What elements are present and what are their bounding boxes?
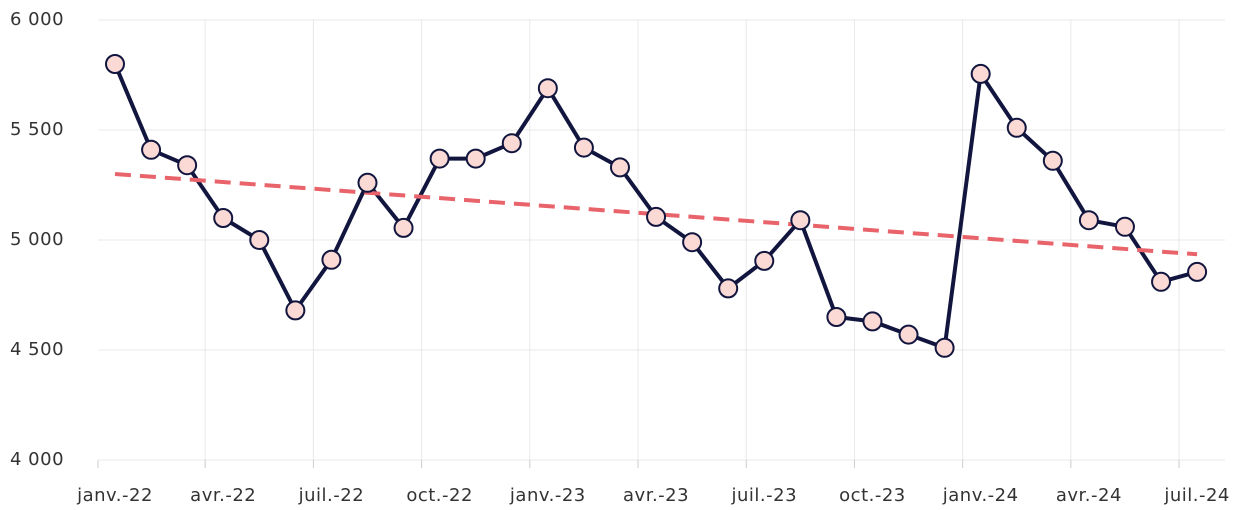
- x-tick-label: avr.-24: [1056, 485, 1122, 506]
- series-line: [113, 63, 1198, 350]
- x-tick-label: janv.-22: [76, 485, 153, 506]
- marker: [249, 230, 270, 250]
- x-tick-label: juil.-24: [1163, 485, 1230, 506]
- x-tick-label: juil.-23: [730, 485, 797, 506]
- x-tick-label: janv.-23: [509, 485, 586, 506]
- marker: [826, 307, 847, 327]
- marker: [1006, 117, 1027, 138]
- x-tick-label: janv.-24: [942, 485, 1019, 506]
- marker: [393, 217, 414, 238]
- marker: [285, 300, 306, 321]
- marker: [898, 324, 919, 345]
- marker: [1078, 210, 1099, 231]
- marker: [1187, 261, 1208, 282]
- marker: [429, 148, 450, 169]
- x-tick-label: avr.-22: [190, 485, 256, 506]
- marker: [754, 250, 775, 271]
- marker: [934, 337, 955, 358]
- x-tick-label: oct.-23: [839, 485, 906, 506]
- marker: [141, 139, 162, 160]
- marker: [1114, 216, 1135, 237]
- marker: [646, 206, 667, 227]
- marker: [357, 172, 378, 193]
- marker: [718, 278, 739, 299]
- marker: [609, 157, 630, 178]
- marker: [501, 133, 522, 154]
- marker: [177, 155, 198, 176]
- y-tick-label: 4 000: [10, 449, 64, 470]
- x-tick-label: oct.-22: [406, 485, 473, 506]
- marker: [790, 210, 811, 231]
- y-tick-label: 5 000: [10, 229, 64, 250]
- marker: [465, 148, 486, 169]
- y-tick-label: 6 000: [10, 9, 64, 30]
- marker: [970, 63, 991, 84]
- marker: [573, 137, 594, 158]
- y-tick-label: 4 500: [10, 339, 64, 360]
- marker: [321, 249, 342, 270]
- marker: [537, 78, 558, 99]
- marker: [862, 311, 883, 332]
- y-tick-label: 5 500: [10, 119, 64, 140]
- marker: [1151, 271, 1172, 292]
- marker: [682, 232, 703, 253]
- x-tick-label: juil.-22: [298, 485, 365, 506]
- trend-line: [114, 172, 1198, 257]
- marker: [213, 208, 234, 228]
- x-tick-label: avr.-23: [623, 485, 689, 506]
- marker: [1042, 150, 1063, 171]
- marker: [105, 54, 125, 74]
